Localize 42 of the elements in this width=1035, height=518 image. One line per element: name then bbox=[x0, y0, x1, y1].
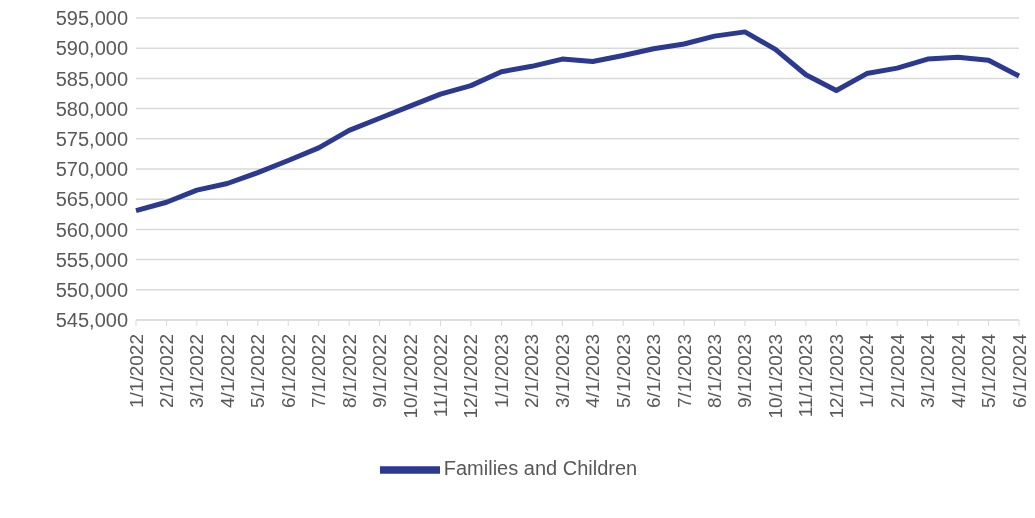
x-tick-label: 4/1/2022 bbox=[216, 334, 238, 408]
x-tick-label: 4/1/2023 bbox=[582, 334, 604, 408]
x-tick-label: 8/1/2023 bbox=[704, 334, 726, 408]
x-tick-label: 2/1/2024 bbox=[886, 333, 908, 408]
x-tick-label: 5/1/2023 bbox=[612, 334, 634, 408]
x-tick-label: 9/1/2023 bbox=[734, 334, 756, 408]
x-tick-label: 11/1/2023 bbox=[795, 334, 817, 418]
x-tick-label: 1/1/2023 bbox=[490, 334, 512, 408]
y-tick-label: 550,000 bbox=[55, 278, 128, 301]
y-tick-label: 595,000 bbox=[55, 7, 128, 30]
x-tick-label: 4/1/2024 bbox=[947, 333, 969, 408]
x-tick-label: 12/1/2023 bbox=[825, 334, 847, 419]
x-tick-label: 1/1/2024 bbox=[856, 333, 878, 408]
x-tick-label: 11/1/2022 bbox=[429, 334, 451, 418]
y-tick-label: 580,000 bbox=[55, 97, 128, 120]
x-tick-label: 3/1/2022 bbox=[186, 334, 208, 408]
y-tick-label: 570,000 bbox=[55, 158, 128, 181]
x-tick-label: 1/1/2022 bbox=[125, 334, 147, 408]
y-tick-label: 575,000 bbox=[55, 127, 128, 150]
y-tick-label: 565,000 bbox=[55, 188, 128, 211]
x-tick-label: 5/1/2024 bbox=[978, 333, 1000, 408]
x-tick-label: 10/1/2022 bbox=[399, 334, 421, 419]
x-tick-label: 6/1/2023 bbox=[643, 334, 665, 408]
y-tick-label: 555,000 bbox=[55, 248, 128, 271]
x-tick-label: 10/1/2023 bbox=[764, 334, 786, 419]
x-tick-label: 3/1/2023 bbox=[551, 334, 573, 408]
x-tick-label: 7/1/2022 bbox=[308, 334, 330, 408]
x-tick-label: 3/1/2024 bbox=[917, 333, 939, 408]
y-tick-label: 585,000 bbox=[55, 67, 128, 90]
x-tick-label: 6/1/2022 bbox=[277, 334, 299, 408]
x-tick-label: 2/1/2023 bbox=[521, 334, 543, 408]
y-tick-label: 560,000 bbox=[55, 218, 128, 241]
legend-label: Families and Children bbox=[443, 457, 638, 480]
x-tick-label: 9/1/2022 bbox=[369, 334, 391, 408]
y-tick-label: 545,000 bbox=[55, 309, 128, 332]
x-tick-label: 2/1/2022 bbox=[155, 334, 177, 408]
x-tick-label: 5/1/2022 bbox=[247, 334, 269, 408]
x-tick-label: 12/1/2022 bbox=[460, 334, 482, 419]
y-tick-label: 590,000 bbox=[55, 37, 128, 60]
x-tick-label: 7/1/2023 bbox=[673, 334, 695, 408]
x-tick-label: 6/1/2024 bbox=[1008, 333, 1030, 408]
x-tick-label: 8/1/2022 bbox=[338, 334, 360, 408]
